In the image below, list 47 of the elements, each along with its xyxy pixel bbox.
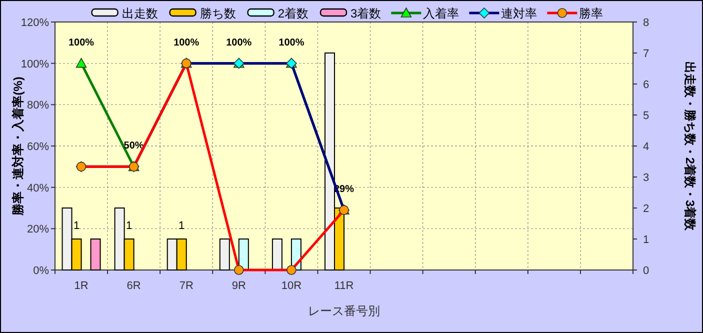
data-label: 100% bbox=[278, 37, 304, 48]
y-tick-label: 60% bbox=[26, 141, 50, 153]
y2-axis-title: 出走数・勝ち数・2着数・3着数 bbox=[683, 61, 697, 232]
x-tick-label: 6R bbox=[126, 280, 141, 292]
data-label: 1 bbox=[73, 220, 80, 232]
y-tick-label: 20% bbox=[26, 224, 50, 236]
bar bbox=[219, 238, 230, 270]
x-tick-label: 9R bbox=[232, 280, 246, 292]
legend-label: 入着率 bbox=[423, 6, 460, 20]
y-tick-label: 0% bbox=[33, 265, 50, 277]
y2-tick-label: 3 bbox=[643, 172, 650, 184]
legend-label: 連対率 bbox=[501, 6, 538, 20]
data-label: 50% bbox=[124, 140, 144, 152]
y2-tick-label: 2 bbox=[643, 203, 650, 215]
bar bbox=[238, 238, 249, 270]
legend-label: 勝率 bbox=[579, 6, 604, 20]
bar bbox=[272, 238, 282, 270]
data-label: 100% bbox=[226, 37, 252, 48]
x-tick-label: 7R bbox=[179, 280, 194, 292]
y2-tick-label: 0 bbox=[643, 265, 650, 277]
y2-tick-label: 6 bbox=[643, 79, 650, 91]
y-tick-label: 80% bbox=[26, 100, 50, 112]
legend-label: 3着数 bbox=[350, 6, 382, 20]
data-label: 100% bbox=[174, 37, 200, 48]
y2-tick-label: 1 bbox=[643, 234, 650, 246]
y-tick-label: 100% bbox=[20, 58, 50, 70]
y-tick-label: 40% bbox=[26, 182, 50, 194]
legend-label: 出走数 bbox=[122, 6, 158, 20]
y-tick-label: 120% bbox=[20, 17, 50, 29]
data-label: 1 bbox=[126, 220, 132, 232]
x-tick-label: 1R bbox=[74, 280, 88, 292]
x-axis-title: レース番号別 bbox=[308, 304, 380, 318]
x-tick-label: 11R bbox=[334, 280, 354, 292]
y2-tick-label: 8 bbox=[643, 17, 650, 29]
y2-tick-label: 4 bbox=[643, 141, 650, 153]
point bbox=[76, 58, 87, 68]
legend-label: 勝ち数 bbox=[200, 6, 236, 20]
data-label: 100% bbox=[68, 37, 94, 48]
y-axis-title: 勝率・連対率・入着率(%) bbox=[11, 76, 25, 216]
point bbox=[286, 265, 296, 275]
point bbox=[234, 265, 244, 275]
y2-tick-label: 5 bbox=[643, 110, 650, 122]
bar bbox=[90, 238, 101, 270]
x-tick-label: 10R bbox=[281, 280, 302, 292]
y2-tick-label: 7 bbox=[643, 48, 650, 60]
data-label: 1 bbox=[178, 220, 185, 232]
legend-label: 2着数 bbox=[278, 6, 308, 20]
